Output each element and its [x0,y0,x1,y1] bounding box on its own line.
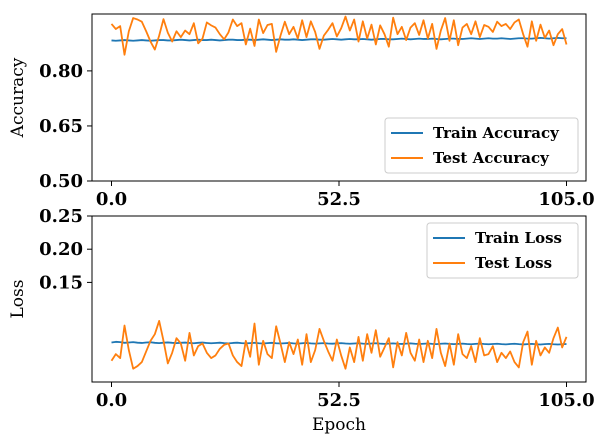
loss-x-tick-label: 0.0 [96,390,127,411]
accuracy-x-ticks: 0.0 52.5 105.0 [96,181,595,210]
accuracy-y-tick-label: 0.80 [39,61,83,82]
loss-panel: 0.0 52.5 105.0 0.15 0.20 0.25 Loss Epoch Tra… [8,206,595,435]
series-line-train-accuracy [111,36,567,42]
loss-x-tick-label: 52.5 [317,390,361,411]
loss-x-ticks: 0.0 52.5 105.0 [96,382,595,411]
accuracy-legend: Train Accuracy Test Accuracy [384,117,579,174]
accuracy-x-tick-label: 52.5 [317,189,361,210]
accuracy-legend-box [384,117,579,174]
accuracy-y-ticks: 0.50 0.65 0.80 [39,61,92,192]
accuracy-axes-frame [91,13,587,182]
legend-label-train-loss: Train Loss [475,229,562,247]
accuracy-panel: 0.0 52.5 105.0 0.50 0.65 0.80 Accuracy Train… [8,13,595,210]
loss-y-axis-label: Loss [8,280,28,319]
legend-label-test-loss: Test Loss [475,254,552,272]
legend-label-train-accuracy: Train Accuracy [433,124,560,142]
accuracy-x-tick-label: 0.0 [96,189,127,210]
loss-y-tick-label: 0.20 [39,239,83,260]
loss-x-axis-label: Epoch [312,415,366,435]
loss-axes-frame [91,215,587,383]
loss-x-tick-label: 105.0 [538,390,594,411]
series-line-test-loss [110,320,568,370]
accuracy-y-tick-label: 0.50 [39,171,83,192]
series-line-test-accuracy [110,15,568,56]
accuracy-y-tick-label: 0.65 [39,116,83,137]
loss-legend: Train Loss Test Loss [426,222,579,279]
loss-y-ticks: 0.15 0.20 0.25 [39,206,92,293]
legend-label-test-accuracy: Test Accuracy [433,149,550,167]
accuracy-y-axis-label: Accuracy [8,57,28,138]
loss-y-tick-label: 0.15 [39,272,83,293]
loss-plot-area [110,320,568,370]
loss-legend-box [426,222,579,279]
accuracy-plot-area [110,15,568,56]
loss-y-tick-label: 0.25 [39,206,83,227]
accuracy-x-tick-label: 105.0 [538,189,594,210]
